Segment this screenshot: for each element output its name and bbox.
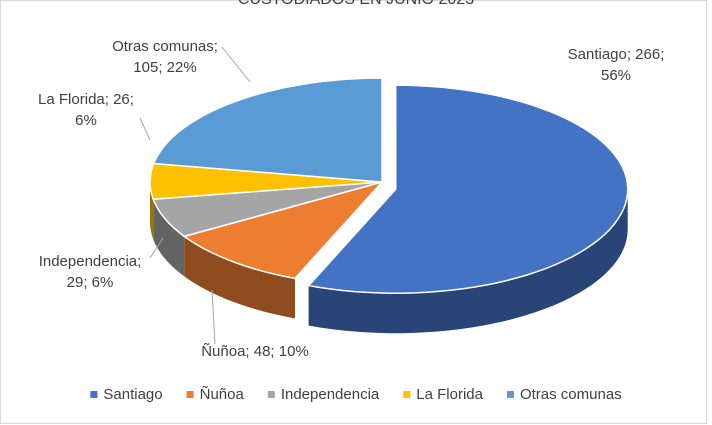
pie-slice (152, 77, 383, 183)
legend-label: Independencia (281, 386, 380, 403)
pie-slice (307, 84, 629, 294)
pie-side (308, 189, 628, 334)
legend-label: La Florida (416, 386, 483, 403)
data-label: Santiago; 266; (568, 46, 665, 63)
chart-title: CUSTODIADOS EN JUNIO 2023 (238, 0, 474, 8)
legend-marker (506, 391, 514, 398)
legend-label: Ñuñoa (200, 386, 245, 403)
data-label: 29; 6% (67, 274, 114, 291)
legend-label: Otras comunas (520, 386, 622, 403)
pie-side (150, 182, 154, 240)
data-label: Otras comunas; (112, 38, 218, 55)
pie-slice (182, 180, 385, 280)
legend-marker (403, 391, 411, 398)
leader-line (211, 289, 216, 345)
legend-label: Santiago (103, 386, 162, 403)
legend-marker (267, 391, 275, 398)
leader-line (149, 237, 164, 259)
data-label: Independencia; (39, 253, 142, 270)
pie-side (153, 199, 185, 277)
pie-side (184, 236, 295, 319)
data-label: 56% (601, 67, 631, 84)
legend-marker (186, 391, 194, 398)
leader-line (139, 117, 151, 141)
legend-marker (90, 391, 98, 398)
data-label: La Florida; 26; (38, 91, 134, 108)
legend: Santiago Ñuñoa Independencia La Florida Otra… (90, 386, 622, 403)
pie-slice (149, 162, 383, 200)
data-label: Ñuñoa; 48; 10% (201, 343, 309, 360)
leader-line (221, 46, 251, 83)
data-label: 6% (75, 112, 97, 129)
data-label: 105; 22% (133, 59, 196, 76)
